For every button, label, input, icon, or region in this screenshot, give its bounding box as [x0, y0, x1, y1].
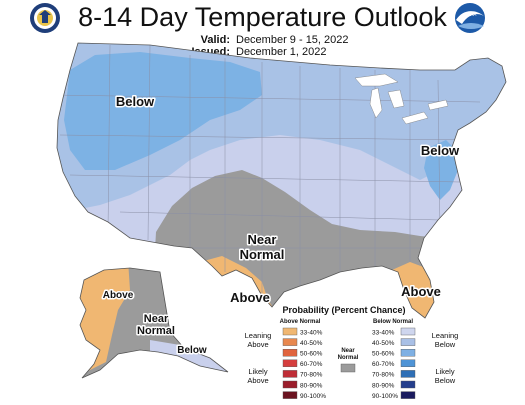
legend-below-bin-label: 33-40%: [372, 329, 395, 336]
label-below-alaska: Below: [177, 345, 207, 356]
legend-likely-below-line1: Likely: [435, 367, 454, 376]
legend-leaning-below-line2: Below: [435, 340, 456, 349]
legend-leaning-above-line2: Above: [247, 340, 268, 349]
legend-above-header: Above Normal: [280, 319, 321, 325]
map-title: 8-14 Day Temperature Outlook: [78, 2, 447, 32]
legend-above-bin-swatch: [282, 349, 298, 357]
legend-title: Probability (Percent Chance): [282, 305, 405, 315]
legend-below-rows: 33-40% 40-50% 50-60% 60-70% 70-80% 80-90% 90-1…: [372, 327, 416, 400]
label-below-west: Below: [116, 94, 155, 109]
legend-near-normal-swatch: [340, 363, 356, 373]
valid-label: Valid:: [200, 34, 230, 46]
legend-likely-above-line2: Above: [247, 376, 268, 385]
legend-above-bin-label: 33-40%: [300, 329, 323, 336]
issued-date: December 1, 2022: [236, 46, 327, 58]
legend-above-bin-label: 40-50%: [300, 340, 323, 347]
label-above-alaska: Above: [103, 290, 134, 301]
legend-below-bin-swatch: [400, 359, 416, 367]
alaska-outline: [79, 267, 229, 379]
legend-below-bin-label: 40-50%: [372, 340, 395, 347]
legend-above-bin-label: 80-90%: [300, 382, 323, 389]
legend-above-bin-swatch: [282, 391, 298, 399]
legend-below-bin-swatch: [400, 327, 416, 336]
legend-leaning-below-line1: Leaning: [432, 331, 459, 340]
label-near-normal-line2: Normal: [240, 247, 285, 262]
legend-above-bin-label: 70-80%: [300, 372, 323, 379]
valid-dates-line: Valid: December 9 - 15, 2022: [178, 34, 349, 46]
below-strong-east: [424, 140, 458, 200]
legend: Probability (Percent Chance) Above Norma…: [245, 305, 459, 400]
label-near-normal-alaska-line2: Normal: [137, 325, 175, 337]
legend-below-bin-label: 50-60%: [372, 351, 395, 358]
legend-below-bin-swatch: [400, 380, 416, 389]
legend-below-bin-label: 90-100%: [372, 393, 398, 400]
legend-below-bin-swatch: [400, 338, 416, 346]
legend-above-bin-swatch: [282, 327, 298, 336]
legend-below-bin-label: 70-80%: [372, 372, 395, 379]
conus-outline: [56, 42, 507, 319]
noaa-logo-text: NOAA: [464, 12, 477, 17]
legend-below-header: Below Normal: [373, 319, 413, 325]
legend-near-header-line1: Near: [341, 348, 355, 354]
label-above-florida: Above: [401, 284, 441, 299]
legend-below-bin-label: 60-70%: [372, 361, 395, 368]
legend-above-bin-label: 50-60%: [300, 351, 323, 358]
noaa-doc-seal-icon: [30, 3, 60, 33]
legend-near-header-line2: Normal: [338, 355, 359, 361]
below-strong-west: [64, 52, 262, 170]
legend-below-bin-label: 80-90%: [372, 382, 395, 389]
label-above-texas: Above: [230, 290, 270, 305]
legend-likely-above-line1: Likely: [248, 367, 267, 376]
legend-above-bin-label: 60-70%: [300, 361, 323, 368]
valid-dates: December 9 - 15, 2022: [236, 34, 349, 46]
noaa-logo-icon: NOAA: [455, 3, 485, 33]
label-near-normal-line1: Near: [248, 232, 277, 247]
label-below-east: Below: [421, 143, 460, 158]
great-lakes: [354, 73, 449, 125]
legend-below-bin-swatch: [400, 349, 416, 357]
legend-above-bin-swatch: [282, 359, 298, 367]
legend-above-bin-swatch: [282, 380, 298, 389]
legend-below-bin-swatch: [400, 370, 416, 378]
legend-above-bin-swatch: [282, 370, 298, 378]
label-near-normal-alaska-line1: Near: [144, 313, 169, 325]
legend-above-bin-swatch: [282, 338, 298, 346]
legend-above-rows: 33-40% 40-50% 50-60% 60-70% 70-80% 80-90% 90-1…: [282, 327, 326, 400]
above-florida-region: [392, 262, 436, 318]
legend-below-bin-swatch: [400, 391, 416, 399]
legend-likely-below-line2: Below: [435, 376, 456, 385]
legend-above-bin-label: 90-100%: [300, 393, 326, 400]
legend-leaning-above-line1: Leaning: [245, 331, 272, 340]
